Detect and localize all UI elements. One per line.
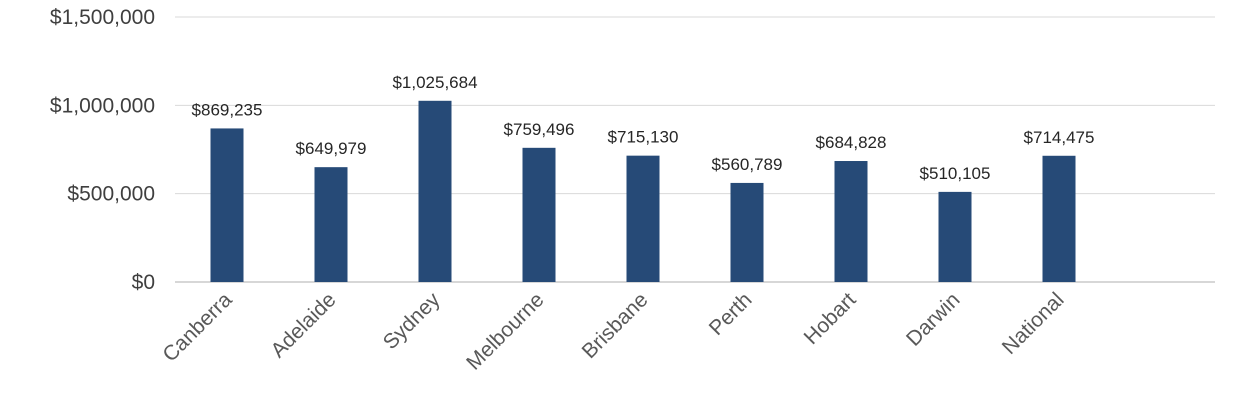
bar-adelaide [314,167,348,282]
y-tick-label: $0 [132,271,155,294]
bar-perth [730,182,764,282]
bar-darwin [938,191,972,282]
data-labels: $869,235 $649,979 $1,025,684 $759,496 $715,1… [192,73,1095,183]
y-tick-label: $1,000,000 [50,94,155,117]
x-tick-label: Hobart [800,288,861,349]
data-label: $649,979 [296,139,367,158]
y-tick-label: $1,500,000 [50,6,155,29]
x-tick-label: Adelaide [266,288,340,362]
bar-national [1042,155,1076,282]
x-tick-label: National [998,288,1069,359]
data-label: $510,105 [920,164,991,183]
x-tick-label: Brisbane [578,288,653,363]
y-axis-tick-labels: $0 $500,000 $1,000,000 $1,500,000 [50,6,155,294]
data-label: $759,496 [504,120,575,139]
bar-sydney [418,100,452,282]
data-label: $869,235 [192,100,263,119]
data-label: $560,789 [712,155,783,174]
bar-melbourne [522,147,556,282]
data-label: $714,475 [1024,128,1095,147]
gridlines [175,16,1215,283]
x-tick-label: Sydney [379,288,445,354]
bars [210,100,1076,282]
x-tick-label: Perth [705,288,757,340]
bar-hobart [834,161,868,282]
x-tick-label: Darwin [902,288,964,350]
data-label: $1,025,684 [392,73,477,92]
x-tick-label: Melbourne [462,288,548,374]
y-tick-label: $500,000 [67,183,155,206]
x-tick-label: Canberra [158,288,236,366]
data-label: $715,130 [608,128,679,147]
bar-canberra [210,128,244,282]
x-axis-tick-labels: Canberra Adelaide Sydney Melbourne Brisbane P… [158,288,1068,375]
data-label: $684,828 [816,133,887,152]
bar-brisbane [626,155,660,282]
